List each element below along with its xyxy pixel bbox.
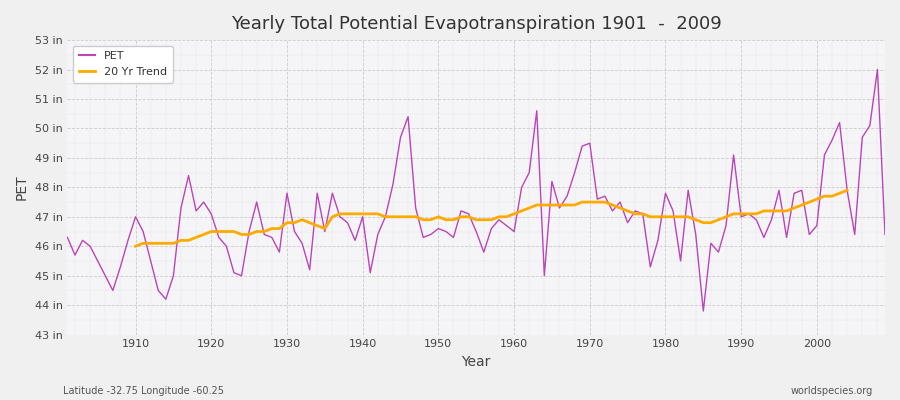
Text: worldspecies.org: worldspecies.org — [791, 386, 873, 396]
Text: Latitude -32.75 Longitude -60.25: Latitude -32.75 Longitude -60.25 — [63, 386, 224, 396]
Title: Yearly Total Potential Evapotranspiration 1901  -  2009: Yearly Total Potential Evapotranspiratio… — [230, 15, 722, 33]
X-axis label: Year: Year — [462, 355, 490, 369]
Legend: PET, 20 Yr Trend: PET, 20 Yr Trend — [73, 46, 173, 82]
Y-axis label: PET: PET — [15, 174, 29, 200]
